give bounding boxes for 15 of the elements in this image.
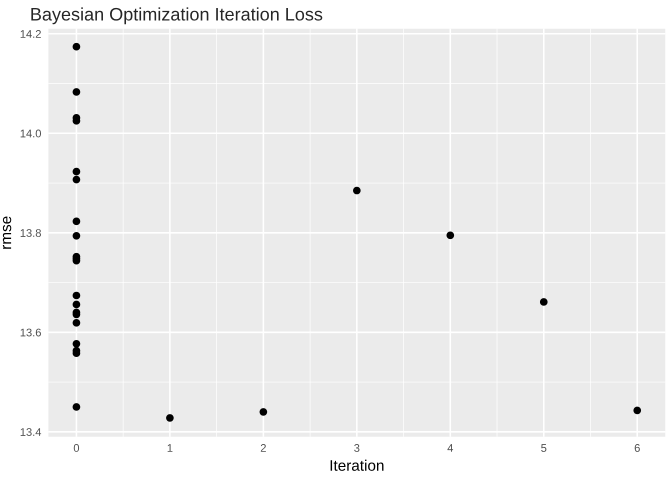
y-axis-title: rmse	[2, 216, 12, 249]
x-tick-label: 2	[260, 444, 266, 452]
x-tick-label: 4	[447, 444, 454, 452]
x-tick-label: 0	[74, 444, 80, 452]
chart-title: Bayesian Optimization Iteration Loss	[31, 7, 322, 24]
x-tick-label: 3	[354, 444, 360, 452]
x-tick-label: 6	[634, 444, 640, 452]
y-tick-label: 14.0	[20, 130, 42, 138]
x-tick-label: 5	[541, 444, 546, 452]
x-tick-label: 1	[168, 444, 172, 452]
y-tick-label: 14.2	[20, 30, 41, 38]
y-tick-label: 13.4	[20, 428, 42, 436]
x-axis-title: Iteration	[330, 460, 384, 471]
y-tick-label: 13.8	[20, 229, 41, 237]
y-tick-label: 13.6	[20, 328, 41, 336]
